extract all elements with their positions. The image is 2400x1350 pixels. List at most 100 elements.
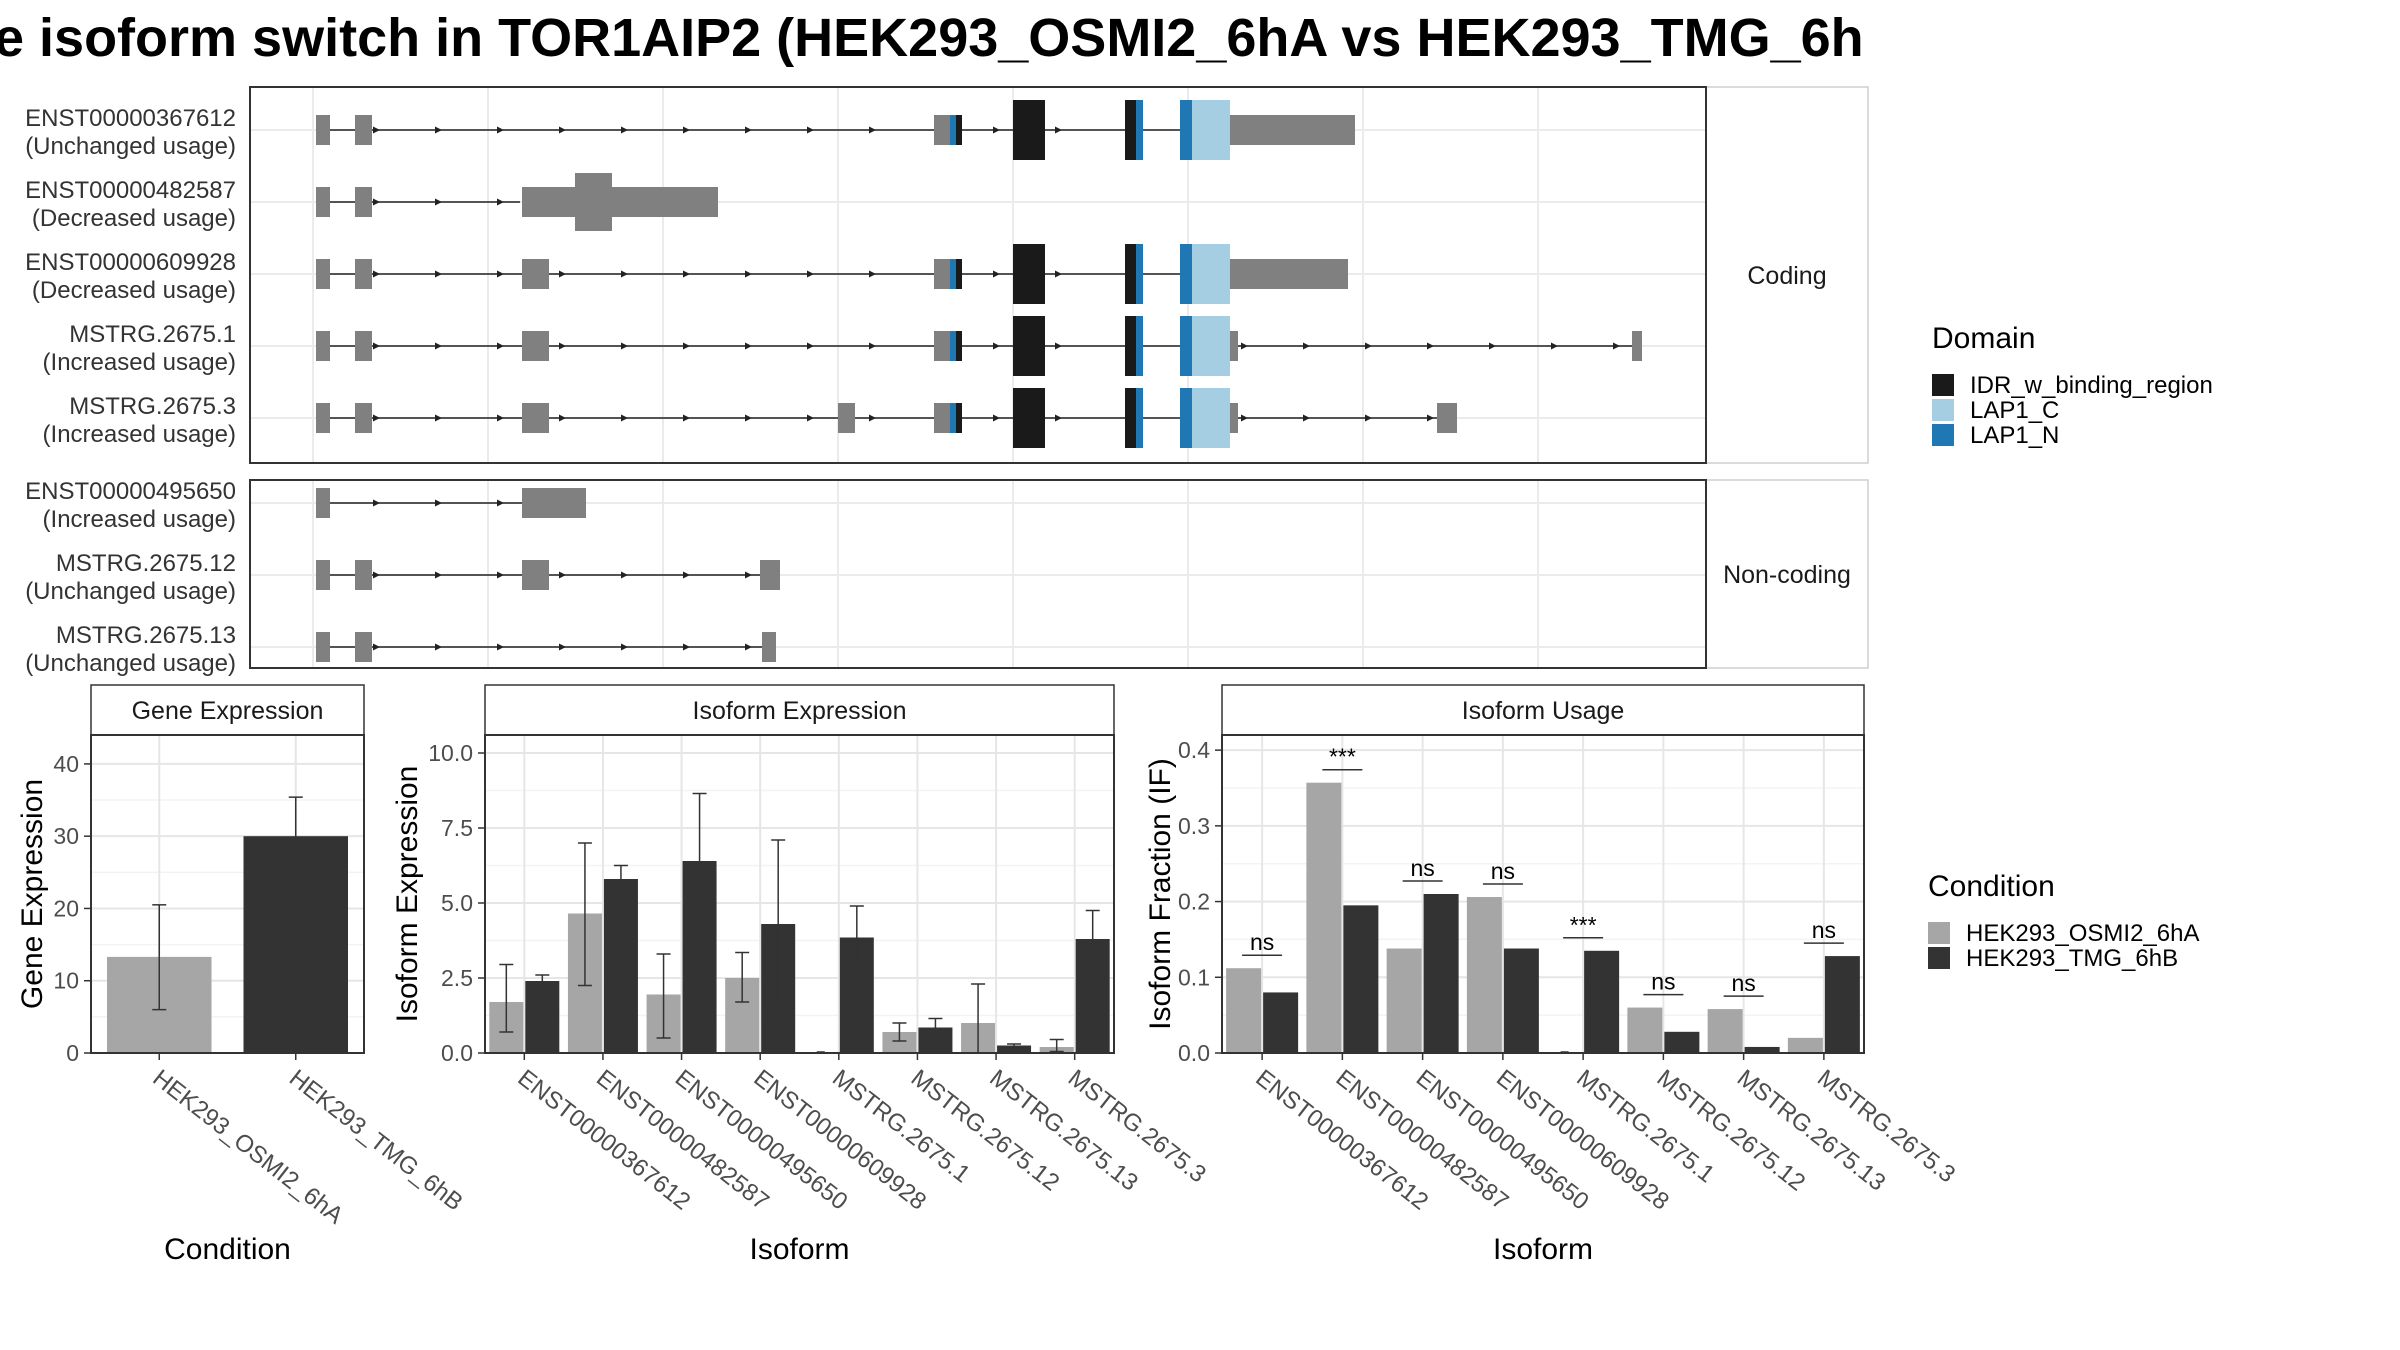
exon-block [316,488,330,518]
y-tick-label: 0.2 [1178,889,1210,915]
transcript-id-label: ENST00000482587 [25,177,236,204]
transcript-id-label: MSTRG.2675.13 [56,622,236,649]
domain-legend-label: IDR_w_binding_region [1970,372,2213,399]
lap1c-domain-block [1192,100,1230,160]
intron-arrow [559,571,566,579]
intron-arrow [683,643,690,651]
y-tick-label: 0.4 [1178,737,1210,763]
intron-arrow [869,126,876,134]
intron-arrow [993,342,1000,350]
y-tick-label: 10.0 [428,740,473,766]
x-tick-label: MSTRG.2675.1 [1571,1064,1719,1188]
y-tick-label: 0.1 [1178,964,1210,990]
y-axis-title: Gene Expression [16,779,49,1009]
figure-title: e isoform switch in TOR1AIP2 (HEK293_OSM… [0,8,1864,68]
intron-arrow [1055,342,1062,350]
x-tick-label: MSTRG.2675.3 [1812,1064,1960,1188]
intron-arrow [683,126,690,134]
intron-arrow [497,342,504,350]
structure-panel-border [249,86,1707,464]
exon-block [355,560,372,590]
chart-title-strip [1221,684,1865,736]
idr-domain-block [1013,316,1045,376]
intron-arrow [497,270,504,278]
chart-2: Isoform Usage0.00.10.20.30.4nsENST000003… [1144,684,1960,1266]
intron-arrow [435,342,442,350]
idr-domain-block [1125,388,1136,448]
domain-legend-swatch [1932,399,1954,421]
x-axis-title: Condition [164,1233,291,1266]
idr-domain-block [956,115,962,145]
intron-arrow [683,342,690,350]
exon-block [316,560,330,590]
y-tick-label: 7.5 [441,815,473,841]
significance-label: ns [1410,855,1434,881]
exon-block [355,115,372,145]
chart-panel-border [90,734,365,1054]
intron-arrow [435,643,442,651]
bar [1824,956,1860,1053]
chart-title-strip [90,684,365,736]
chart-title: Isoform Expression [693,697,907,725]
chart-1: Isoform Expression0.02.55.07.510.0ENST00… [391,684,1211,1266]
intron-arrow [807,342,814,350]
exon-block [934,331,950,361]
bar [1306,782,1342,1053]
significance-label: *** [1329,744,1356,770]
transcript-usage-label: (Unchanged usage) [25,578,236,605]
exon-block [575,173,612,231]
bar [997,1045,1032,1053]
intron-arrow [1055,270,1062,278]
intron-arrow [497,571,504,579]
intron-arrow [559,414,566,422]
intron-arrow [373,499,380,507]
intron-arrow [869,414,876,422]
bar [1503,948,1539,1053]
lap1n-domain-block [1136,316,1143,376]
transcript-id-label: ENST00000609928 [25,249,236,276]
exon-block [316,403,330,433]
intron-arrow [373,126,380,134]
exon-block [316,115,330,145]
intron-arrow [1551,342,1558,350]
exon-block [934,259,950,289]
intron-arrow [559,643,566,651]
bar [1263,992,1299,1053]
chart-panel-border [1221,734,1865,1054]
intron-arrow [1241,414,1248,422]
idr-domain-block [1125,316,1136,376]
facet-label-coding: Coding [1747,262,1826,290]
intron-arrow [373,342,380,350]
bar [1466,897,1502,1053]
significance-label: *** [1570,912,1597,938]
intron-arrow [373,643,380,651]
exon-block [316,632,330,662]
isoform-structure-panel: CodingNon-codingENST00000367612(Unchange… [25,86,1869,677]
facet-strip [1705,479,1869,669]
intron-arrow [435,414,442,422]
y-tick-label: 30 [53,823,79,849]
intron-arrow [745,270,752,278]
x-tick-label: MSTRG.2675.13 [1732,1064,1891,1196]
significance-label: ns [1250,929,1274,955]
intron-arrow [1303,414,1310,422]
intron-arrow [1055,126,1062,134]
lap1c-domain-block [1192,316,1230,376]
idr-domain-block [956,331,962,361]
structure-panel-border [249,479,1707,669]
intron-arrow [993,270,1000,278]
exon-block [934,403,950,433]
transcript-usage-label: (Unchanged usage) [25,133,236,160]
bar [1627,1007,1663,1053]
intron-arrow [1427,342,1434,350]
y-tick-label: 0.0 [1178,1040,1210,1066]
y-tick-label: 10 [53,968,79,994]
lap1n-domain-block [950,331,956,361]
chart-panel-border [484,734,1115,1054]
lap1n-domain-block [1180,244,1192,304]
lap1n-domain-block [1180,100,1192,160]
intron-arrow [497,643,504,651]
transcript-usage-label: (Increased usage) [43,349,236,376]
bar [603,879,638,1053]
exon-block [522,488,586,518]
